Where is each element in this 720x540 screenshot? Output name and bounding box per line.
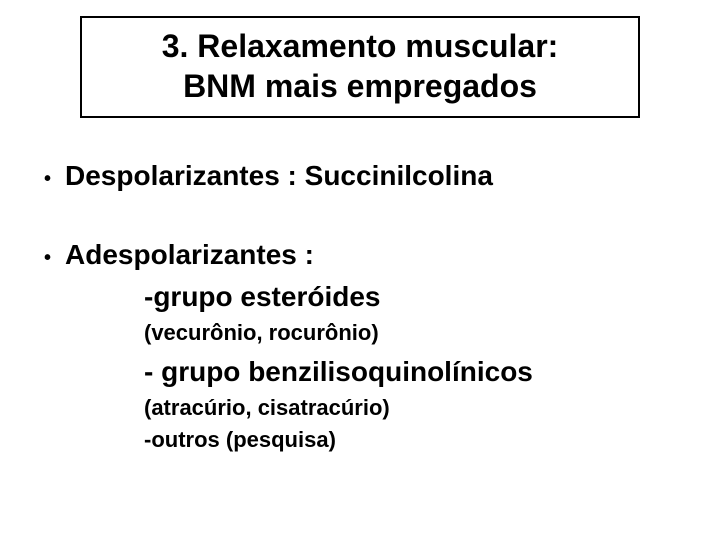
title-box: 3. Relaxamento muscular: BNM mais empreg… [80,16,640,118]
sub-line: (vecurônio, rocurônio) [144,318,684,348]
sub-line: - grupo benzilisoquinolínicos [144,353,684,391]
bullet-dot-icon: • [44,244,51,272]
bullet-dot-icon: • [44,165,51,193]
bullet-text: Adespolarizantes : [65,239,314,271]
bullet-text: Despolarizantes : Succinilcolina [65,160,493,192]
bullet-item-1: • Despolarizantes : Succinilcolina [44,160,684,193]
title-line-2: BNM mais empregados [106,66,614,106]
title-line-1: 3. Relaxamento muscular: [106,26,614,66]
bullet-item-2: • Adespolarizantes : [44,239,684,272]
sub-line: (atracúrio, cisatracúrio) [144,393,684,423]
content-region: • Despolarizantes : Succinilcolina • Ade… [36,160,684,455]
sub-line: -outros (pesquisa) [144,425,684,455]
sub-line: -grupo esteróides [144,278,684,316]
sub-list: -grupo esteróides (vecurônio, rocurônio)… [44,278,684,455]
